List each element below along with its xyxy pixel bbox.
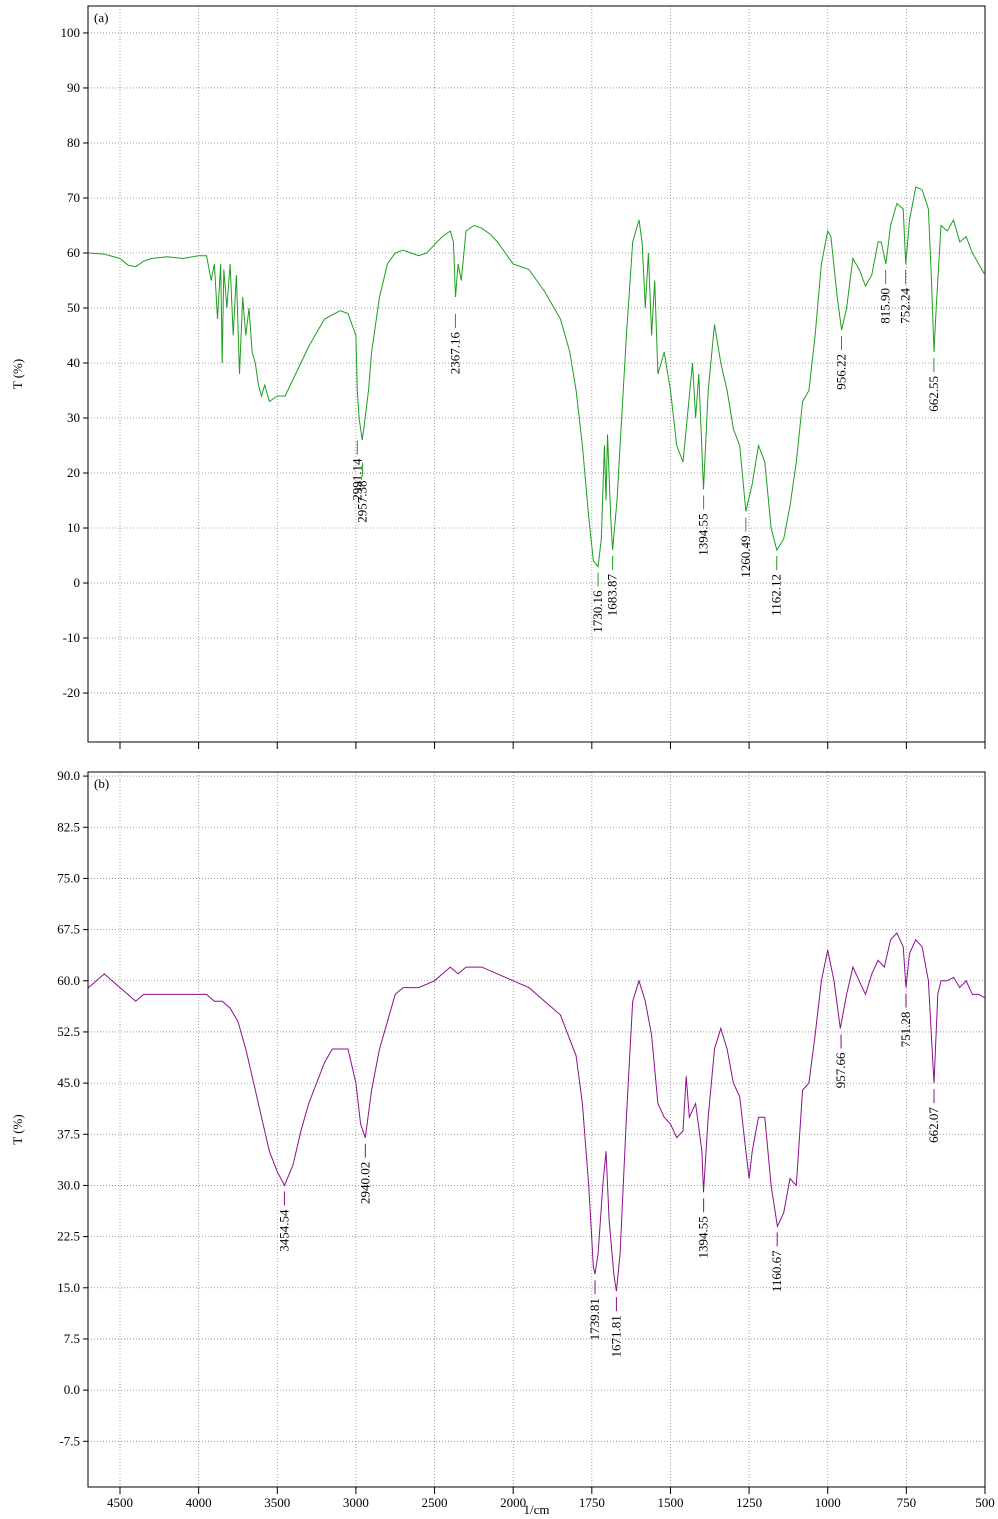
x-tick-label: 1000 [815,1495,841,1510]
peak-label: 662.07 [926,1107,941,1143]
peak-label: 752.24 [898,287,913,323]
y-tick-label: 15.0 [57,1280,80,1295]
peak-label: 1683.87 [605,574,620,617]
y-tick-label: 75.0 [57,870,80,885]
y-tick-label: 37.5 [57,1126,80,1141]
y-tick-label: 20 [67,465,80,480]
peak-label: 751.28 [898,1012,913,1048]
y-tick-label: 30 [67,410,80,425]
peak-label: 2957.38 [355,481,370,523]
x-axis-label: 1/cm [524,1502,550,1517]
peak-label: 1260.49 [738,536,753,578]
peak-label: 956.22 [833,354,848,390]
peak-label: 1739.81 [587,1298,602,1340]
peak-label: 2367.16 [447,331,462,374]
x-tick-label: 1250 [736,1495,762,1510]
y-tick-label: 0 [74,575,81,590]
y-tick-label: 80 [67,135,80,150]
peak-label: 662.55 [926,376,941,412]
y-tick-label: 90.0 [57,768,80,783]
y-tick-label: 30.0 [57,1177,80,1192]
peak-label: 1394.55 [696,1216,711,1258]
x-tick-label: 3500 [264,1495,290,1510]
x-tick-label: 750 [897,1495,917,1510]
peak-label: 1160.67 [769,1250,784,1292]
y-tick-label: 45.0 [57,1075,80,1090]
y-tick-label: 100 [61,25,81,40]
peak-label: 2940.02 [357,1162,372,1204]
y-tick-label: -7.5 [59,1433,80,1448]
y-tick-label: 60.0 [57,973,80,988]
x-tick-label: 500 [975,1495,995,1510]
y-tick-label: 7.5 [64,1331,80,1346]
y-tick-label: -20 [63,685,80,700]
panel-label: (b) [94,776,109,791]
y-tick-label: 82.5 [57,819,80,834]
x-tick-label: 4500 [107,1495,133,1510]
x-tick-label: 3000 [343,1495,369,1510]
peak-label: 1730.16 [590,590,605,633]
peak-label: 2991.14 [349,458,364,501]
y-tick-label: 70 [67,190,80,205]
y-tick-label: 50 [67,300,80,315]
peak-label: 1671.81 [608,1315,623,1357]
peak-label: 957.66 [833,1052,848,1088]
y-tick-label: -10 [63,630,80,645]
spectrum-line [88,186,986,568]
x-tick-label: 2000 [500,1495,526,1510]
y-tick-label: 67.5 [57,922,80,937]
y-tick-label: 10 [67,520,80,535]
y-tick-label: 90 [67,80,80,95]
x-tick-label: 1750 [579,1495,605,1510]
y-axis-label: T (%) [10,359,25,389]
plot-frame [87,771,986,1488]
plot-frame [87,5,986,743]
y-axis-label: T (%) [10,1114,25,1144]
y-tick-label: 52.5 [57,1024,80,1039]
y-tick-label: 22.5 [57,1229,80,1244]
x-tick-label: 4000 [186,1495,212,1510]
y-tick-label: 40 [67,355,80,370]
x-tick-label: 2500 [422,1495,448,1510]
peak-label: 1162.12 [769,574,784,616]
peak-label: 815.90 [878,288,893,324]
peak-label: 1394.55 [696,514,711,556]
peak-label: 3454.54 [276,1209,291,1252]
y-tick-label: 60 [67,245,80,260]
x-tick-label: 1500 [657,1495,683,1510]
spectrum-line [88,932,986,1292]
y-tick-label: 0.0 [64,1382,80,1397]
panel-label: (a) [94,10,108,25]
